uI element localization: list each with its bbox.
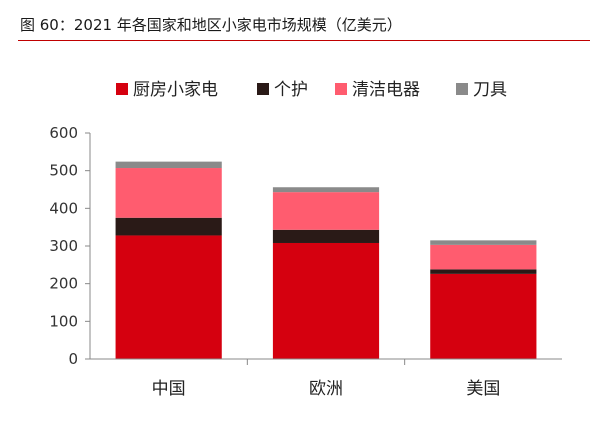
bar-segment xyxy=(272,242,380,359)
title-divider xyxy=(18,40,590,41)
x-category-label: 中国 xyxy=(152,379,186,399)
bar-segment xyxy=(115,217,222,236)
bar-segment xyxy=(115,161,222,169)
x-category-label: 美国 xyxy=(466,379,500,399)
legend-label: 个护 xyxy=(274,80,308,100)
legend-swatch xyxy=(116,83,128,95)
bar-segment xyxy=(272,229,380,243)
legend-label: 厨房小家电 xyxy=(133,80,218,100)
legend-label: 清洁电器 xyxy=(352,80,420,100)
y-tick-label: 0 xyxy=(68,350,78,368)
y-tick-label: 400 xyxy=(49,199,78,217)
bar-segment xyxy=(272,187,380,193)
y-tick-label: 300 xyxy=(49,237,78,255)
bar-segment xyxy=(115,235,222,359)
y-tick-label: 100 xyxy=(49,312,78,330)
legend-swatch xyxy=(335,83,347,95)
x-category-label: 欧洲 xyxy=(309,379,343,399)
figure-title: 图 60：2021 年各国家和地区小家电市场规模（亿美元） xyxy=(20,16,402,34)
bar-segment xyxy=(115,168,222,218)
y-tick-label: 500 xyxy=(49,162,78,180)
legend-label: 刀具 xyxy=(473,80,507,100)
y-tick-label: 600 xyxy=(49,124,78,142)
bar-segment xyxy=(272,192,380,230)
y-axis: 0 100 200 300 400 500 600 xyxy=(49,124,91,368)
y-tick-label: 200 xyxy=(49,275,78,293)
legend-swatch xyxy=(257,83,269,95)
bar-segment xyxy=(430,244,537,270)
legend-swatch xyxy=(456,83,468,95)
x-axis: 中国 欧洲 美国 xyxy=(90,358,562,399)
bar-series xyxy=(115,161,537,359)
bar-segment xyxy=(430,269,537,274)
bar-segment xyxy=(430,273,537,359)
chart-legend: 厨房小家电 个护 清洁电器 刀具 xyxy=(116,80,507,100)
bar-segment xyxy=(430,240,537,245)
